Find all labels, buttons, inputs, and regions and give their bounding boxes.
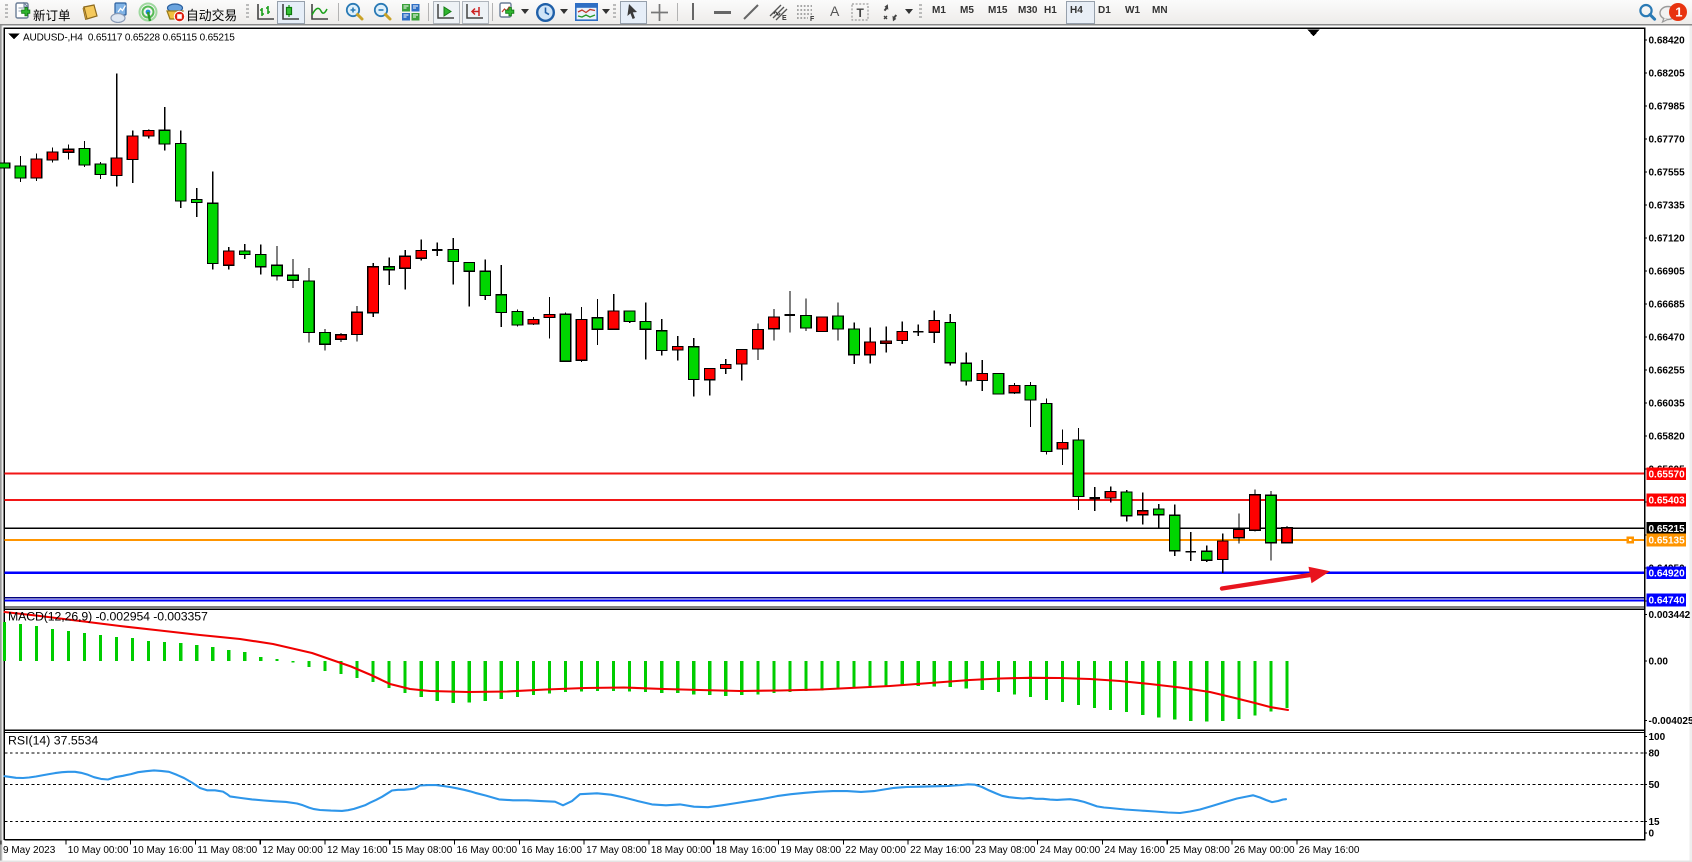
svg-text:RSI(14) 37.5534: RSI(14) 37.5534 bbox=[8, 734, 98, 748]
svg-text:AUDUSD-,H4 0.65117 0.65228 0.: AUDUSD-,H4 0.65117 0.65228 0.65115 0.652… bbox=[23, 33, 235, 44]
svg-text:26 May 16:00: 26 May 16:00 bbox=[1299, 845, 1360, 856]
svg-text:0.68420: 0.68420 bbox=[1649, 36, 1686, 47]
svg-text:-0.004025: -0.004025 bbox=[1649, 716, 1692, 727]
svg-text:15: 15 bbox=[1649, 817, 1661, 828]
svg-text:12 May 00:00: 12 May 00:00 bbox=[262, 845, 323, 856]
svg-text:0.67335: 0.67335 bbox=[1649, 201, 1686, 212]
svg-text:0.66255: 0.66255 bbox=[1649, 366, 1686, 377]
svg-text:0.64920: 0.64920 bbox=[1649, 568, 1686, 579]
svg-text:MACD(12,26,9) -0.002954 -0.003: MACD(12,26,9) -0.002954 -0.003357 bbox=[8, 610, 208, 624]
svg-text:0.67985: 0.67985 bbox=[1649, 102, 1686, 113]
svg-text:0.67120: 0.67120 bbox=[1649, 234, 1686, 245]
svg-text:0.67770: 0.67770 bbox=[1649, 135, 1686, 146]
svg-text:0.66470: 0.66470 bbox=[1649, 333, 1686, 344]
svg-text:0.64740: 0.64740 bbox=[1649, 596, 1686, 607]
svg-text:16 May 00:00: 16 May 00:00 bbox=[457, 845, 518, 856]
svg-text:12 May 16:00: 12 May 16:00 bbox=[327, 845, 388, 856]
svg-text:15 May 08:00: 15 May 08:00 bbox=[392, 845, 453, 856]
svg-text:0.65135: 0.65135 bbox=[1649, 536, 1686, 547]
svg-text:50: 50 bbox=[1649, 780, 1661, 791]
svg-text:25 May 08:00: 25 May 08:00 bbox=[1169, 845, 1230, 856]
svg-text:24 May 00:00: 24 May 00:00 bbox=[1040, 845, 1101, 856]
svg-text:17 May 08:00: 17 May 08:00 bbox=[586, 845, 647, 856]
svg-text:0.65820: 0.65820 bbox=[1649, 432, 1686, 443]
svg-text:24 May 16:00: 24 May 16:00 bbox=[1104, 845, 1165, 856]
svg-text:E: E bbox=[782, 15, 787, 22]
svg-text:0.68205: 0.68205 bbox=[1649, 69, 1686, 80]
svg-text:80: 80 bbox=[1649, 749, 1661, 760]
svg-text:0.65570: 0.65570 bbox=[1649, 469, 1686, 480]
svg-text:16 May 16:00: 16 May 16:00 bbox=[521, 845, 582, 856]
svg-text:22 May 16:00: 22 May 16:00 bbox=[910, 845, 971, 856]
svg-text:18 May 00:00: 18 May 00:00 bbox=[651, 845, 712, 856]
svg-text:0.67555: 0.67555 bbox=[1649, 168, 1686, 179]
svg-text:0.65215: 0.65215 bbox=[1649, 524, 1686, 535]
svg-text:0.66905: 0.66905 bbox=[1649, 267, 1686, 278]
svg-text:22 May 00:00: 22 May 00:00 bbox=[845, 845, 906, 856]
svg-text:T: T bbox=[857, 6, 865, 20]
svg-text:0.65403: 0.65403 bbox=[1649, 496, 1686, 507]
svg-text:1: 1 bbox=[1675, 5, 1682, 20]
svg-text:9 May 2023: 9 May 2023 bbox=[3, 845, 56, 856]
svg-text:0.66685: 0.66685 bbox=[1649, 300, 1686, 311]
svg-text:19 May 08:00: 19 May 08:00 bbox=[781, 845, 842, 856]
svg-text:0: 0 bbox=[1649, 829, 1655, 840]
svg-text:10 May 16:00: 10 May 16:00 bbox=[133, 845, 194, 856]
svg-text:11 May 08:00: 11 May 08:00 bbox=[197, 845, 257, 856]
svg-text:F: F bbox=[810, 16, 815, 22]
svg-text:100: 100 bbox=[1649, 732, 1666, 743]
svg-text:18 May 16:00: 18 May 16:00 bbox=[716, 845, 777, 856]
svg-text:23 May 08:00: 23 May 08:00 bbox=[975, 845, 1036, 856]
svg-text:0.00: 0.00 bbox=[1649, 657, 1669, 668]
svg-text:0.003442: 0.003442 bbox=[1649, 610, 1691, 621]
svg-text:26 May 00:00: 26 May 00:00 bbox=[1234, 845, 1295, 856]
svg-text:10 May 00:00: 10 May 00:00 bbox=[68, 845, 129, 856]
svg-text:0.66035: 0.66035 bbox=[1649, 399, 1686, 410]
